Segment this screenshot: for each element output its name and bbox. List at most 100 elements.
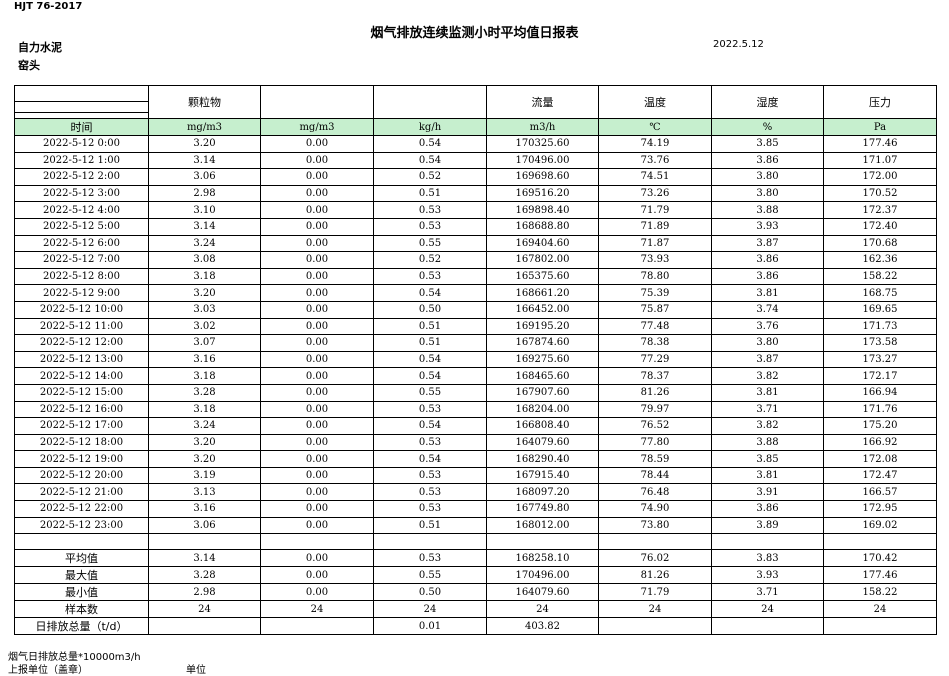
summary-cell: 170.42 bbox=[823, 549, 937, 568]
data-cell: 166.57 bbox=[823, 483, 937, 502]
data-cell: 0.00 bbox=[260, 466, 374, 485]
data-cell: 0.54 bbox=[373, 350, 487, 369]
data-cell: 3.14 bbox=[148, 151, 261, 170]
data-cell: 3.24 bbox=[148, 234, 261, 253]
data-cell: 2022-5-12 12:00 bbox=[14, 334, 149, 352]
data-cell: 3.76 bbox=[711, 317, 824, 336]
data-cell: 3.93 bbox=[711, 217, 824, 236]
data-cell: 2022-5-12 9:00 bbox=[14, 284, 149, 302]
data-cell: 169.02 bbox=[823, 516, 937, 535]
data-cell: 169.65 bbox=[823, 300, 937, 319]
table-row: 2022-5-12 5:00 3.14 0.00 0.53 168688.80 71.89… bbox=[14, 217, 937, 236]
data-cell: 2022-5-12 19:00 bbox=[14, 450, 149, 468]
data-cell: 0.00 bbox=[260, 168, 374, 186]
data-cell: 0.52 bbox=[373, 168, 487, 186]
data-cell: 2022-5-12 5:00 bbox=[14, 217, 149, 236]
summary-cell: 158.22 bbox=[823, 583, 937, 602]
summary-cell: 日排放总量（t/d） bbox=[14, 617, 149, 636]
data-cell: 0.00 bbox=[260, 500, 374, 518]
data-cell: 0.51 bbox=[373, 317, 487, 336]
summary-cell: 24 bbox=[598, 600, 712, 619]
data-cell: 0.52 bbox=[373, 251, 487, 269]
data-cell: 168012.00 bbox=[486, 516, 599, 535]
data-cell: 172.47 bbox=[823, 466, 937, 485]
summary-cell: 170496.00 bbox=[486, 566, 599, 585]
summary-cell: 3.71 bbox=[711, 583, 824, 602]
data-cell: 3.18 bbox=[148, 400, 261, 419]
summary-cell bbox=[823, 617, 937, 636]
data-cell: 172.08 bbox=[823, 450, 937, 468]
data-cell: 167874.60 bbox=[486, 334, 599, 352]
summary-cell bbox=[260, 617, 374, 636]
data-cell: 169698.60 bbox=[486, 168, 599, 186]
data-cell: 0.00 bbox=[260, 433, 374, 452]
data-cell: 168097.20 bbox=[486, 483, 599, 502]
data-cell: 0.00 bbox=[260, 317, 374, 336]
table-row: 2022-5-12 18:00 3.20 0.00 0.53 164079.60 77.8… bbox=[14, 433, 937, 452]
data-cell: 175.20 bbox=[823, 417, 937, 435]
data-cell: 0.55 bbox=[373, 234, 487, 253]
data-cell: 0.53 bbox=[373, 201, 487, 219]
unit-cell: m3/h bbox=[486, 118, 599, 136]
data-cell: 2022-5-12 11:00 bbox=[14, 317, 149, 336]
data-cell: 75.39 bbox=[598, 284, 712, 302]
data-cell: 0.00 bbox=[260, 135, 374, 153]
summary-cell: 168258.10 bbox=[486, 549, 599, 568]
data-cell: 3.08 bbox=[148, 251, 261, 269]
data-cell: 3.07 bbox=[148, 334, 261, 352]
data-cell: 168.75 bbox=[823, 284, 937, 302]
summary-cell bbox=[598, 617, 712, 636]
data-cell: 71.89 bbox=[598, 217, 712, 236]
table-row: 2022-5-12 14:00 3.18 0.00 0.54 168465.60 78.3… bbox=[14, 367, 937, 385]
column-header: 湿度 bbox=[711, 85, 824, 119]
table-row: 2022-5-12 1:00 3.14 0.00 0.54 170496.00 73.76… bbox=[14, 151, 937, 170]
table-row: 2022-5-12 17:00 3.24 0.00 0.54 166808.40 76.5… bbox=[14, 417, 937, 435]
data-cell: 2022-5-12 3:00 bbox=[14, 184, 149, 203]
table-row: 最大值 3.28 0.00 0.55 170496.00 81.26 3.93 177.46 bbox=[14, 566, 937, 585]
blank-cell bbox=[260, 533, 374, 551]
data-cell: 164079.60 bbox=[486, 433, 599, 452]
data-cell: 166.94 bbox=[823, 383, 937, 402]
data-cell: 3.86 bbox=[711, 500, 824, 518]
table-row: 2022-5-12 15:00 3.28 0.00 0.55 167907.60 81.2… bbox=[14, 383, 937, 402]
data-cell: 0.00 bbox=[260, 400, 374, 419]
data-cell: 3.89 bbox=[711, 516, 824, 535]
summary-cell: 24 bbox=[486, 600, 599, 619]
data-cell: 0.53 bbox=[373, 400, 487, 419]
table-row: 2022-5-12 21:00 3.13 0.00 0.53 168097.20 76.4… bbox=[14, 483, 937, 502]
data-cell: 0.54 bbox=[373, 450, 487, 468]
unit-label: 上报单位（盖章） bbox=[8, 665, 88, 676]
summary-cell: 0.53 bbox=[373, 549, 487, 568]
data-cell: 71.87 bbox=[598, 234, 712, 253]
location: 窑头 bbox=[18, 59, 40, 72]
data-cell: 76.48 bbox=[598, 483, 712, 502]
data-cell: 2022-5-12 15:00 bbox=[14, 383, 149, 402]
data-cell: 0.53 bbox=[373, 500, 487, 518]
table-row: 样本数 24 24 24 24 24 24 24 bbox=[14, 600, 937, 619]
blank-cell bbox=[711, 533, 824, 551]
data-cell: 0.54 bbox=[373, 367, 487, 385]
data-cell: 0.54 bbox=[373, 284, 487, 302]
data-cell: 170.52 bbox=[823, 184, 937, 203]
data-cell: 0.00 bbox=[260, 267, 374, 286]
code: HJT 76-2017 bbox=[14, 1, 83, 12]
company: 自力水泥 bbox=[18, 41, 62, 54]
data-cell: 0.00 bbox=[260, 367, 374, 385]
data-cell: 3.88 bbox=[711, 201, 824, 219]
data-cell: 3.16 bbox=[148, 500, 261, 518]
data-cell: 3.91 bbox=[711, 483, 824, 502]
summary-cell: 0.01 bbox=[373, 617, 487, 636]
data-cell: 3.02 bbox=[148, 317, 261, 336]
table-row: 2022-5-12 0:00 3.20 0.00 0.54 170325.60 74.19… bbox=[14, 135, 937, 153]
data-cell: 73.76 bbox=[598, 151, 712, 170]
data-cell: 73.26 bbox=[598, 184, 712, 203]
summary-cell bbox=[148, 617, 261, 636]
data-cell: 3.20 bbox=[148, 433, 261, 452]
data-cell: 79.97 bbox=[598, 400, 712, 419]
data-cell: 2022-5-12 4:00 bbox=[14, 201, 149, 219]
blank-cell bbox=[373, 533, 487, 551]
data-cell: 2022-5-12 23:00 bbox=[14, 516, 149, 535]
data-cell: 0.00 bbox=[260, 300, 374, 319]
data-cell: 3.20 bbox=[148, 135, 261, 153]
data-cell: 3.88 bbox=[711, 433, 824, 452]
